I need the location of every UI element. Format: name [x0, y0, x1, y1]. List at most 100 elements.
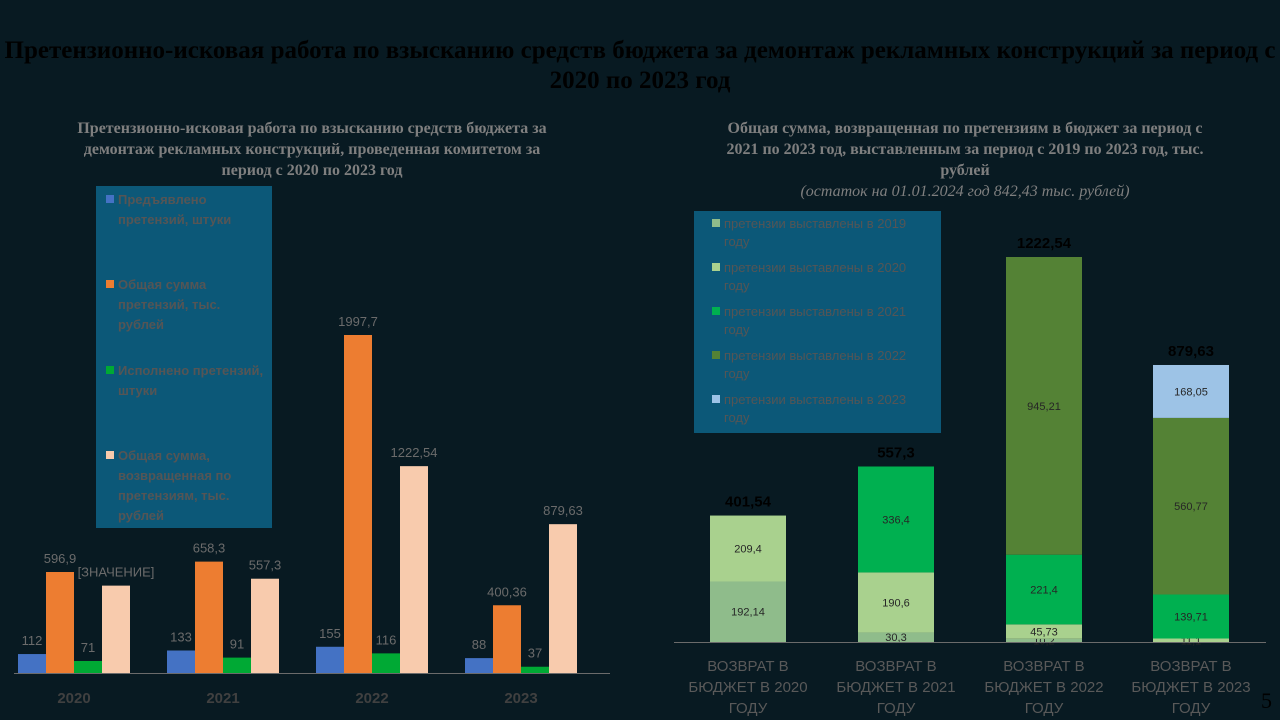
c1-bar-2-0	[74, 660, 102, 673]
legend2-label-4: претензии выставлены в 2023 году	[724, 392, 907, 425]
c2-label-1-1: 190,6	[882, 597, 910, 609]
c1-bar-1-1	[195, 561, 223, 673]
c2-cat-0-line-1: БЮДЖЕТ В 2020	[688, 679, 807, 696]
legend1-swatch-0	[106, 195, 114, 203]
c2-label-3-3: 560,77	[1174, 501, 1208, 513]
legend2-label-2: претензии выставлены в 2021 году	[724, 304, 907, 337]
c2-cat-1-line-0: ВОЗВРАТ В	[855, 658, 936, 675]
c1-bar-3-3	[549, 524, 577, 673]
c2-label-4-3: 168,05	[1174, 386, 1208, 398]
c2-label-2-3: 139,71	[1174, 612, 1208, 624]
legend1-swatch-1	[106, 280, 114, 288]
slide-title: Претензионно-исковая работа по взысканию…	[4, 37, 1276, 94]
c1-bar-1-3	[493, 605, 521, 673]
c2-cat-2-line-0: ВОЗВРАТ В	[1003, 658, 1084, 675]
c2-cat-1-line-2: ГОДУ	[877, 700, 916, 717]
legend2-swatch-0	[712, 219, 720, 227]
c2-seg-0-1	[858, 632, 934, 642]
c2-label-0-0: 192,14	[731, 607, 765, 619]
c2-seg-4-3	[1153, 364, 1229, 418]
c1-label-1-3: 400,36	[487, 584, 527, 599]
c1-label-2-1: 91	[230, 637, 244, 652]
legend1-item-0: Предъявлено претензий, штуки	[106, 190, 268, 230]
legend1-swatch-2	[106, 366, 114, 374]
c2-label-0-1: 30,3	[885, 632, 906, 644]
c1-cat-1: 2021	[206, 690, 239, 707]
legend2-item-4: претензии выставлены в 2023 году	[712, 391, 934, 427]
legend1-label-2: Исполнено претензий, штуки	[118, 363, 264, 398]
c2-label-2-1: 336,4	[882, 514, 910, 526]
c2-label-3-2: 945,21	[1027, 401, 1061, 413]
c2-seg-2-1	[858, 466, 934, 573]
legend1-swatch-3	[106, 451, 114, 459]
legend1-label-1: Общая сумма претензий, тыс. рублей	[118, 277, 221, 332]
legend2-item-0: претензии выставлены в 2019 году	[712, 215, 934, 251]
c2-cat-3-line-2: ГОДУ	[1172, 700, 1211, 717]
legend2-label-1: претензии выставлены в 2020 году	[724, 260, 907, 293]
c1-bar-0-1	[167, 650, 195, 673]
c2-cat-2-line-2: ГОДУ	[1025, 700, 1064, 717]
page-number: 5	[1261, 688, 1272, 713]
c1-bar-3-1	[251, 578, 279, 673]
legend2-label-0: претензии выставлены в 2019 году	[724, 216, 907, 249]
chart2-title: Общая сумма, возвращенная по претензиям …	[720, 118, 1210, 202]
legend2-item-2: претензии выставлены в 2021 году	[712, 303, 934, 339]
c1-bar-3-2	[400, 466, 428, 673]
c2-cat-1-line-1: БЮДЖЕТ В 2021	[836, 679, 955, 696]
legend1-label-0: Предъявлено претензий, штуки	[118, 192, 232, 227]
legend2-label-3: претензии выставлены в 2022 году	[724, 348, 907, 381]
c1-label-1-2: 1997,7	[338, 314, 378, 329]
c2-total-0: 401,54	[725, 494, 772, 511]
c1-bar-2-1	[223, 657, 251, 673]
c2-label-1-0: 209,4	[734, 544, 762, 556]
legend1-label-3: Общая сумма, возвращенная по претензиям,…	[118, 448, 232, 523]
chart2-note: (остаток на 01.01.2024 год 842,43 тыс. р…	[800, 183, 1130, 200]
legend1-item-2: Исполнено претензий, штуки	[106, 361, 268, 401]
c1-bar-3-0	[102, 585, 130, 673]
c1-label-0-3: 88	[472, 637, 486, 652]
c1-label-1-0: 596,9	[44, 551, 77, 566]
c2-cat-3-line-0: ВОЗВРАТ В	[1150, 658, 1231, 675]
c2-seg-2-3	[1153, 594, 1229, 639]
c1-bar-2-3	[521, 666, 549, 673]
c1-label-0-2: 155	[319, 626, 341, 641]
legend2-swatch-1	[712, 263, 720, 271]
c2-total-2: 1222,54	[1017, 235, 1072, 252]
c2-cat-3-line-1: БЮДЖЕТ В 2023	[1131, 679, 1250, 696]
c1-label-3-1: 557,3	[249, 558, 282, 573]
c1-cat-3: 2023	[504, 690, 537, 707]
legend2-swatch-4	[712, 395, 720, 403]
legend1-item-1: Общая сумма претензий, тыс. рублей	[106, 275, 268, 335]
c1-label-3-0: [ЗНАЧЕНИЕ]	[78, 565, 155, 580]
c2-seg-0-0	[710, 581, 786, 642]
c2-seg-2-2	[1006, 554, 1082, 625]
c2-label-2-2: 221,4	[1030, 585, 1058, 597]
legend2-item-3: претензии выставлены в 2022 году	[712, 347, 934, 383]
c2-total-1: 557,3	[877, 444, 915, 461]
c1-bar-1-0	[46, 572, 74, 673]
c1-bar-0-0	[18, 654, 46, 673]
c1-label-2-3: 37	[528, 646, 542, 661]
c2-seg-0-2	[1006, 638, 1082, 642]
chart2-title-text: Общая сумма, возвращенная по претензиям …	[726, 120, 1204, 179]
c2-seg-1-1	[858, 572, 934, 633]
chart1-title: Претензионно-исковая работа по взысканию…	[70, 118, 554, 181]
legend2-swatch-3	[712, 351, 720, 359]
c1-label-3-3: 879,63	[543, 503, 583, 518]
c2-label-1-2: 45,73	[1030, 627, 1058, 639]
legend1-item-3: Общая сумма, возвращенная по претензиям,…	[106, 446, 268, 526]
c2-seg-3-2	[1006, 257, 1082, 555]
c1-bar-0-3	[465, 658, 493, 673]
c1-label-0-0: 112	[22, 633, 43, 648]
c1-label-2-0: 71	[81, 640, 95, 655]
c2-seg-1-0	[710, 515, 786, 582]
c1-cat-2: 2022	[355, 690, 388, 707]
chart1-title-text: Претензионно-исковая работа по взысканию…	[77, 120, 547, 179]
c1-bar-1-2	[344, 335, 372, 673]
chart2-legend: претензии выставлены в 2019 году претенз…	[694, 211, 941, 433]
c1-label-1-1: 658,3	[193, 541, 226, 556]
c2-cat-2-line-1: БЮДЖЕТ В 2022	[984, 679, 1103, 696]
c2-seg-1-3	[1153, 638, 1229, 642]
c1-cat-0: 2020	[57, 690, 90, 707]
